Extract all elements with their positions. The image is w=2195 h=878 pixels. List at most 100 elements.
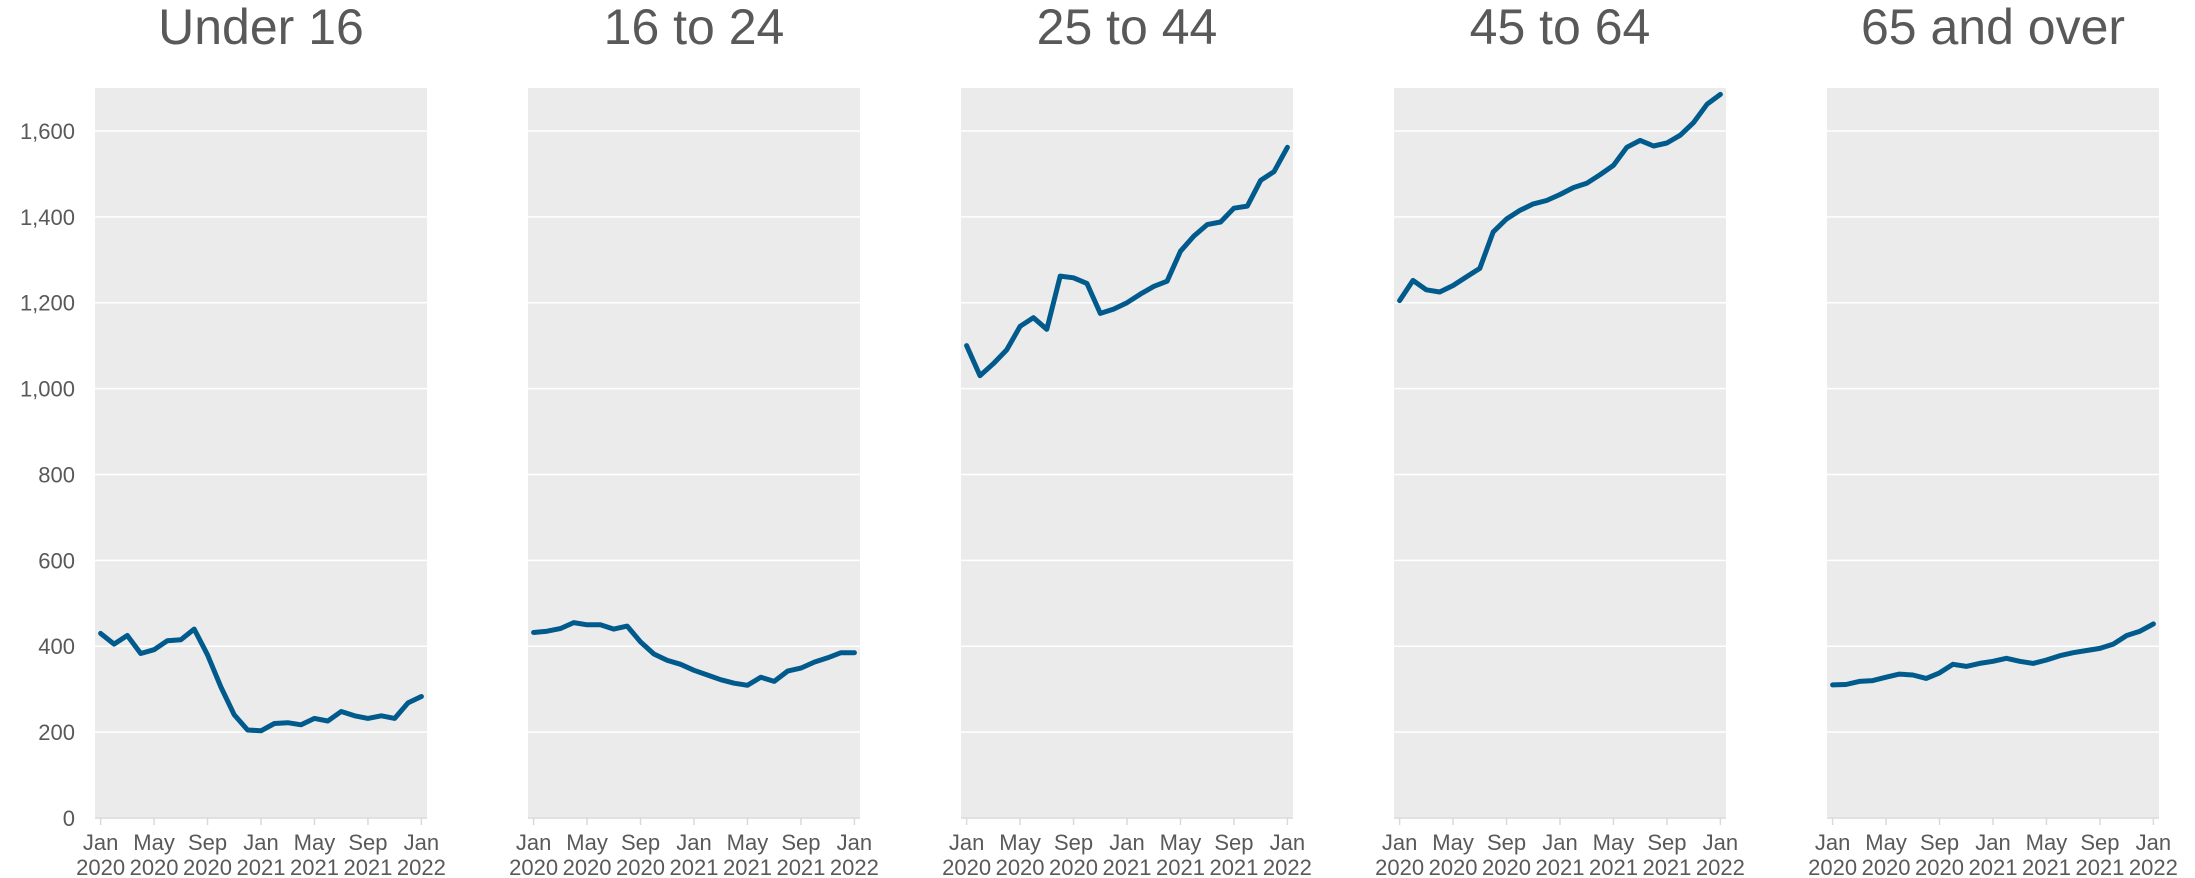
x-tick-label-line: 2022 [1696, 855, 1745, 878]
x-tick-label-line: May [1593, 830, 1635, 855]
x-tick-label: Sep 2020 [616, 830, 665, 878]
x-tick-label-line: May [1160, 830, 1202, 855]
x-tick-label: Sep 2021 [343, 830, 392, 878]
x-tick-label-line: 2020 [183, 855, 232, 878]
x-tick-label-line: 2020 [1915, 855, 1964, 878]
x-tick-label-line: Jan [1703, 830, 1738, 855]
x-tick-label: Jan 2022 [830, 830, 879, 878]
x-tick-label-line: Sep [2080, 830, 2119, 855]
x-tick-label: Jan 2021 [237, 830, 286, 878]
x-tick-label-line: 2021 [237, 855, 286, 878]
chart-title: 65 and over [1861, 0, 2125, 55]
chart-title: Under 16 [158, 0, 364, 55]
x-tick-label-line: 2020 [563, 855, 612, 878]
x-tick-label-line: Jan [404, 830, 439, 855]
x-tick-label: May 2020 [1862, 830, 1911, 878]
y-tick-label: 200 [38, 720, 75, 745]
x-tick-label: Jan 2020 [942, 830, 991, 878]
data-line [98, 626, 424, 734]
x-tick-label-line: 2021 [2075, 855, 2124, 878]
x-tick-label-line: Jan [2136, 830, 2171, 855]
x-tick-label-line: Sep [1647, 830, 1686, 855]
plot-background [95, 88, 427, 818]
x-tick-label-line: Sep [621, 830, 660, 855]
x-tick-label-line: 2021 [1642, 855, 1691, 878]
data-line [964, 144, 1290, 379]
x-tick-label-line: May [1432, 830, 1474, 855]
x-tick-label: Jan 2020 [76, 830, 125, 878]
x-tick-label: Sep 2021 [2075, 830, 2124, 878]
x-tick-label: Sep 2020 [1915, 830, 1964, 878]
x-tick-label-line: Sep [348, 830, 387, 855]
x-tick-label-line: May [1865, 830, 1907, 855]
x-tick-label: May 2021 [723, 830, 772, 878]
x-tick-label: May 2020 [130, 830, 179, 878]
chart-title: 45 to 64 [1470, 0, 1651, 55]
x-tick-label-line: 2021 [1156, 855, 1205, 878]
x-tick-label-line: 2022 [1263, 855, 1312, 878]
x-tick-label: Sep 2020 [1482, 830, 1531, 878]
x-tick-label-line: 2020 [76, 855, 125, 878]
x-tick-label: Jan 2022 [1263, 830, 1312, 878]
x-tick-label-line: Sep [188, 830, 227, 855]
x-tick-label: Sep 2020 [1049, 830, 1098, 878]
x-tick-label: May 2020 [1429, 830, 1478, 878]
x-tick-label-line: Jan [1542, 830, 1577, 855]
x-tick-label: May 2021 [1589, 830, 1638, 878]
x-tick-label-line: Jan [83, 830, 118, 855]
x-tick-label: Jan 2022 [1696, 830, 1745, 878]
x-tick-label-line: 2020 [1049, 855, 1098, 878]
x-tick-label: Jan 2021 [1969, 830, 2018, 878]
x-tick-label: May 2020 [563, 830, 612, 878]
x-tick-label: May 2021 [1156, 830, 1205, 878]
y-tick-label: 0 [63, 806, 75, 831]
x-tick-label-line: May [2026, 830, 2068, 855]
x-tick-label-line: May [133, 830, 175, 855]
x-tick-label-line: Sep [1920, 830, 1959, 855]
x-tick-label-line: 2020 [616, 855, 665, 878]
x-tick-label-line: 2022 [2129, 855, 2178, 878]
x-tick-label-line: May [566, 830, 608, 855]
chart-title: 16 to 24 [604, 0, 785, 55]
x-tick-label-line: 2020 [1429, 855, 1478, 878]
x-tick-label-line: 2021 [1969, 855, 2018, 878]
x-tick-label-line: 2021 [1589, 855, 1638, 878]
x-tick-label-line: 2020 [942, 855, 991, 878]
x-tick-label: Sep 2020 [183, 830, 232, 878]
x-tick-label-line: Sep [1054, 830, 1093, 855]
x-tick-label: Jan 2020 [1375, 830, 1424, 878]
x-tick-label-line: Jan [1382, 830, 1417, 855]
data-line [1397, 91, 1723, 304]
x-tick-label: Jan 2021 [1103, 830, 1152, 878]
y-tick-label: 400 [38, 634, 75, 659]
x-tick-label: Sep 2021 [776, 830, 825, 878]
x-tick-label: Jan 2021 [1536, 830, 1585, 878]
x-tick-label: Sep 2021 [1642, 830, 1691, 878]
y-tick-label: 1,200 [20, 291, 75, 316]
x-tick-label-line: 2020 [1808, 855, 1857, 878]
x-tick-label-line: 2020 [1862, 855, 1911, 878]
x-tick-label-line: May [294, 830, 336, 855]
x-tick-label-line: Jan [837, 830, 872, 855]
x-tick-label-line: May [999, 830, 1041, 855]
x-tick-label-line: Sep [1214, 830, 1253, 855]
plot-background [961, 88, 1293, 818]
y-tick-label: 1,400 [20, 205, 75, 230]
y-tick-label: 1,000 [20, 377, 75, 402]
x-tick-label-line: 2021 [290, 855, 339, 878]
x-tick-label-line: 2021 [670, 855, 719, 878]
plot-background [528, 88, 860, 818]
x-tick-label-line: 2021 [1103, 855, 1152, 878]
x-tick-label-line: 2021 [723, 855, 772, 878]
x-tick-label-line: 2020 [130, 855, 179, 878]
y-tick-label: 1,600 [20, 119, 75, 144]
data-line [1830, 621, 2156, 688]
x-tick-label-line: 2020 [1375, 855, 1424, 878]
x-tick-label-line: 2021 [343, 855, 392, 878]
x-tick-label-line: 2020 [996, 855, 1045, 878]
x-tick-label: Jan 2022 [397, 830, 446, 878]
x-tick-label: Jan 2022 [2129, 830, 2178, 878]
plot-background [1394, 88, 1726, 818]
x-tick-label: Jan 2021 [670, 830, 719, 878]
x-tick-label-line: Jan [1109, 830, 1144, 855]
